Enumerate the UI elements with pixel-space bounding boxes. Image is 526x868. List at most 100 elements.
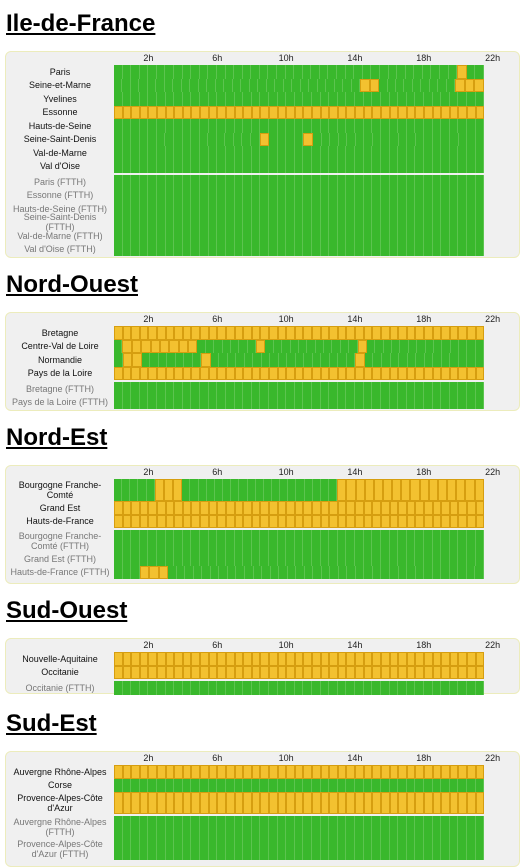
status-cell-ok[interactable]	[215, 78, 225, 92]
status-cell-degraded[interactable]	[286, 514, 295, 528]
status-cell-ok[interactable]	[373, 353, 382, 367]
status-cell-ok[interactable]	[243, 92, 252, 106]
status-cell-ok[interactable]	[441, 681, 450, 695]
status-cell-ok[interactable]	[139, 188, 149, 202]
status-cell-degraded[interactable]	[312, 501, 321, 515]
status-cell-degraded[interactable]	[312, 514, 321, 528]
status-cell-ok[interactable]	[288, 479, 297, 501]
status-cell-ok[interactable]	[122, 838, 132, 860]
status-cell-ok[interactable]	[277, 778, 287, 792]
status-cell-ok[interactable]	[450, 339, 459, 353]
status-cell-ok[interactable]	[406, 778, 416, 792]
status-cell-ok[interactable]	[243, 146, 252, 160]
status-cell-ok[interactable]	[458, 681, 467, 695]
status-cell-ok[interactable]	[390, 353, 400, 367]
status-cell-ok[interactable]	[131, 188, 140, 202]
status-cell-degraded[interactable]	[449, 765, 459, 779]
status-cell-degraded[interactable]	[464, 78, 475, 92]
status-cell-ok[interactable]	[200, 202, 209, 216]
status-cell-ok[interactable]	[174, 229, 183, 243]
status-cell-ok[interactable]	[372, 778, 381, 792]
status-cell-ok[interactable]	[174, 146, 183, 160]
status-cell-ok[interactable]	[466, 159, 476, 173]
status-cell-ok[interactable]	[286, 838, 295, 860]
status-cell-ok[interactable]	[174, 159, 183, 173]
status-cell-ok[interactable]	[243, 838, 252, 860]
status-cell-degraded[interactable]	[225, 652, 235, 666]
status-cell-degraded[interactable]	[423, 366, 433, 380]
status-cell-ok[interactable]	[277, 681, 287, 695]
status-cell-degraded[interactable]	[131, 765, 140, 779]
status-cell-degraded[interactable]	[131, 326, 140, 340]
status-cell-ok[interactable]	[200, 395, 209, 409]
status-cell-ok[interactable]	[441, 175, 450, 189]
status-cell-ok[interactable]	[225, 119, 235, 133]
status-cell-degraded[interactable]	[475, 514, 485, 528]
status-cell-degraded[interactable]	[432, 765, 442, 779]
status-cell-ok[interactable]	[329, 816, 338, 838]
status-cell-degraded[interactable]	[122, 105, 132, 119]
status-cell-ok[interactable]	[423, 215, 433, 229]
status-cell-ok[interactable]	[286, 229, 295, 243]
status-cell-ok[interactable]	[346, 188, 356, 202]
status-cell-degraded[interactable]	[122, 353, 133, 367]
status-cell-ok[interactable]	[131, 395, 140, 409]
status-cell-ok[interactable]	[381, 353, 391, 367]
status-cell-ok[interactable]	[320, 188, 330, 202]
status-cell-ok[interactable]	[182, 479, 191, 501]
status-cell-degraded[interactable]	[182, 514, 192, 528]
status-cell-degraded[interactable]	[174, 366, 183, 380]
status-cell-ok[interactable]	[157, 159, 166, 173]
status-cell-ok[interactable]	[266, 78, 276, 92]
status-cell-degraded[interactable]	[474, 78, 484, 92]
status-cell-ok[interactable]	[242, 65, 252, 79]
status-cell-ok[interactable]	[234, 92, 244, 106]
status-cell-degraded[interactable]	[389, 514, 399, 528]
status-cell-ok[interactable]	[415, 92, 424, 106]
status-cell-ok[interactable]	[294, 132, 304, 146]
status-cell-degraded[interactable]	[398, 514, 407, 528]
status-cell-degraded[interactable]	[225, 665, 235, 679]
status-cell-degraded[interactable]	[458, 765, 467, 779]
status-cell-ok[interactable]	[355, 175, 364, 189]
status-cell-degraded[interactable]	[458, 326, 467, 340]
status-cell-ok[interactable]	[442, 339, 451, 353]
status-cell-ok[interactable]	[286, 242, 295, 256]
status-cell-ok[interactable]	[466, 202, 476, 216]
status-cell-ok[interactable]	[251, 229, 261, 243]
status-cell-ok[interactable]	[260, 395, 269, 409]
status-cell-ok[interactable]	[114, 552, 123, 566]
status-cell-degraded[interactable]	[474, 479, 484, 501]
status-cell-degraded[interactable]	[122, 652, 132, 666]
status-cell-ok[interactable]	[421, 78, 430, 92]
status-cell-ok[interactable]	[389, 119, 399, 133]
status-cell-ok[interactable]	[329, 202, 338, 216]
status-cell-ok[interactable]	[182, 92, 192, 106]
status-cell-ok[interactable]	[271, 479, 281, 501]
status-cell-degraded[interactable]	[415, 765, 424, 779]
status-cell-ok[interactable]	[139, 552, 149, 566]
status-cell-degraded[interactable]	[131, 792, 140, 814]
status-cell-degraded[interactable]	[139, 501, 149, 515]
status-cell-ok[interactable]	[415, 382, 424, 396]
status-cell-ok[interactable]	[383, 339, 392, 353]
status-cell-ok[interactable]	[475, 353, 485, 367]
status-cell-ok[interactable]	[198, 479, 207, 501]
status-cell-ok[interactable]	[148, 132, 157, 146]
status-cell-degraded[interactable]	[286, 652, 295, 666]
status-cell-degraded[interactable]	[398, 105, 407, 119]
status-cell-ok[interactable]	[475, 188, 485, 202]
status-cell-ok[interactable]	[277, 159, 287, 173]
status-cell-ok[interactable]	[319, 65, 329, 79]
status-cell-ok[interactable]	[167, 353, 176, 367]
status-cell-degraded[interactable]	[191, 792, 201, 814]
status-cell-ok[interactable]	[346, 816, 356, 838]
status-cell-ok[interactable]	[372, 229, 381, 243]
status-cell-degraded[interactable]	[131, 105, 140, 119]
status-cell-ok[interactable]	[286, 382, 295, 396]
status-cell-ok[interactable]	[251, 395, 261, 409]
status-cell-degraded[interactable]	[191, 366, 201, 380]
status-cell-ok[interactable]	[372, 119, 381, 133]
status-cell-ok[interactable]	[302, 65, 312, 79]
status-cell-degraded[interactable]	[303, 501, 313, 515]
